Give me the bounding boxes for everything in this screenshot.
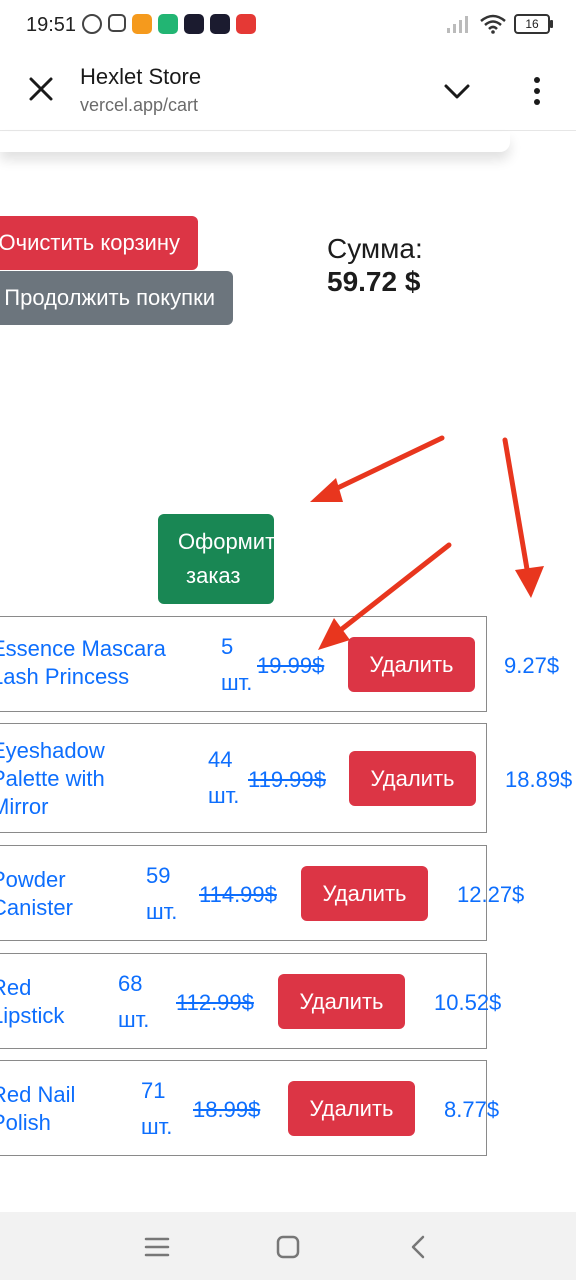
cart-row: Eyeshadow Palette with Mirror 44 шт. 119… [0, 723, 572, 833]
cart-row: Red Lipstick 68 шт. 112.99$ Удалить 10.5… [0, 953, 501, 1049]
signal-icon [447, 16, 468, 33]
page-title: Hexlet Store [80, 64, 202, 89]
delete-button[interactable]: Удалить [348, 637, 475, 692]
delete-button[interactable]: Удалить [288, 1081, 415, 1136]
item-total: 8.77$ [444, 1097, 500, 1122]
product-price: 19.99$ [257, 653, 325, 678]
odnoklassniki-icon [132, 14, 152, 34]
product-name[interactable]: Red Nail Polish [0, 1082, 76, 1135]
status-time: 19:51 [26, 14, 77, 36]
shield-app-icon [158, 14, 178, 34]
product-price: 112.99$ [176, 990, 254, 1015]
recent-apps-icon[interactable] [140, 1230, 174, 1264]
cart-row: Essence Mascara Lash Princess 5 шт. 19.9… [0, 616, 559, 712]
item-total: 9.27$ [504, 653, 560, 678]
annotation-arrow [502, 437, 544, 598]
product-price: 18.99$ [193, 1097, 261, 1122]
chevron-down-icon[interactable] [440, 76, 474, 106]
product-qty: 44 шт. [208, 747, 240, 808]
more-options-icon[interactable] [526, 74, 548, 108]
delete-button[interactable]: Удалить [278, 974, 405, 1029]
product-qty: 71 шт. [141, 1078, 173, 1139]
clock-app-icon [210, 14, 230, 34]
delete-button[interactable]: Удалить [349, 751, 476, 806]
checkout-button[interactable]: Оформить заказ [158, 514, 274, 604]
checkout-label-line1: Оформить [178, 529, 274, 554]
checkout-label-line2: заказ [186, 563, 241, 588]
item-total: 10.52$ [434, 990, 502, 1015]
page-url: vercel.app/cart [80, 95, 199, 115]
status-bar: 19:51 16 [0, 0, 576, 52]
product-qty: 5 шт. [221, 634, 253, 695]
back-icon[interactable] [402, 1230, 436, 1264]
product-name[interactable]: Red Lipstick [0, 975, 65, 1028]
product-qty: 68 шт. [118, 971, 150, 1032]
annotation-arrow [310, 435, 445, 502]
product-name[interactable]: Essence Mascara Lash Princess [0, 636, 166, 689]
item-total: 18.89$ [505, 767, 573, 792]
product-price: 119.99$ [248, 767, 326, 792]
sum-label: Сумма: [327, 233, 423, 264]
cart-row: Red Nail Polish 71 шт. 18.99$ Удалить 8.… [0, 1060, 499, 1156]
product-name[interactable]: Powder Canister [0, 867, 73, 920]
product-name[interactable]: Eyeshadow Palette with Mirror [0, 738, 105, 819]
clear-cart-button[interactable]: Очистить корзину [0, 216, 198, 270]
system-navigation-bar [0, 1212, 576, 1280]
system-indicators: 16 [446, 14, 553, 34]
site-navbar [0, 132, 510, 152]
notification-icons [82, 14, 256, 34]
battery-icon: 16 [514, 14, 553, 34]
nfc-icon [108, 14, 126, 32]
delete-button[interactable]: Удалить [301, 866, 428, 921]
wifi-icon [480, 14, 506, 34]
item-total: 12.27$ [457, 882, 525, 907]
product-price: 114.99$ [199, 882, 277, 907]
product-qty: 59 шт. [146, 863, 178, 924]
custom-tab-header: Hexlet Store vercel.app/cart [0, 52, 576, 131]
alarm-icon [82, 14, 102, 34]
continue-shopping-button[interactable]: Продолжить покупки [0, 271, 233, 325]
mi-app-icon [236, 14, 256, 34]
close-icon[interactable] [24, 72, 58, 106]
sum-value: 59.72 $ [327, 266, 421, 297]
cart-row: Powder Canister 59 шт. 114.99$ Удалить 1… [0, 845, 524, 941]
r-app-icon [184, 14, 204, 34]
home-icon[interactable] [271, 1230, 305, 1264]
